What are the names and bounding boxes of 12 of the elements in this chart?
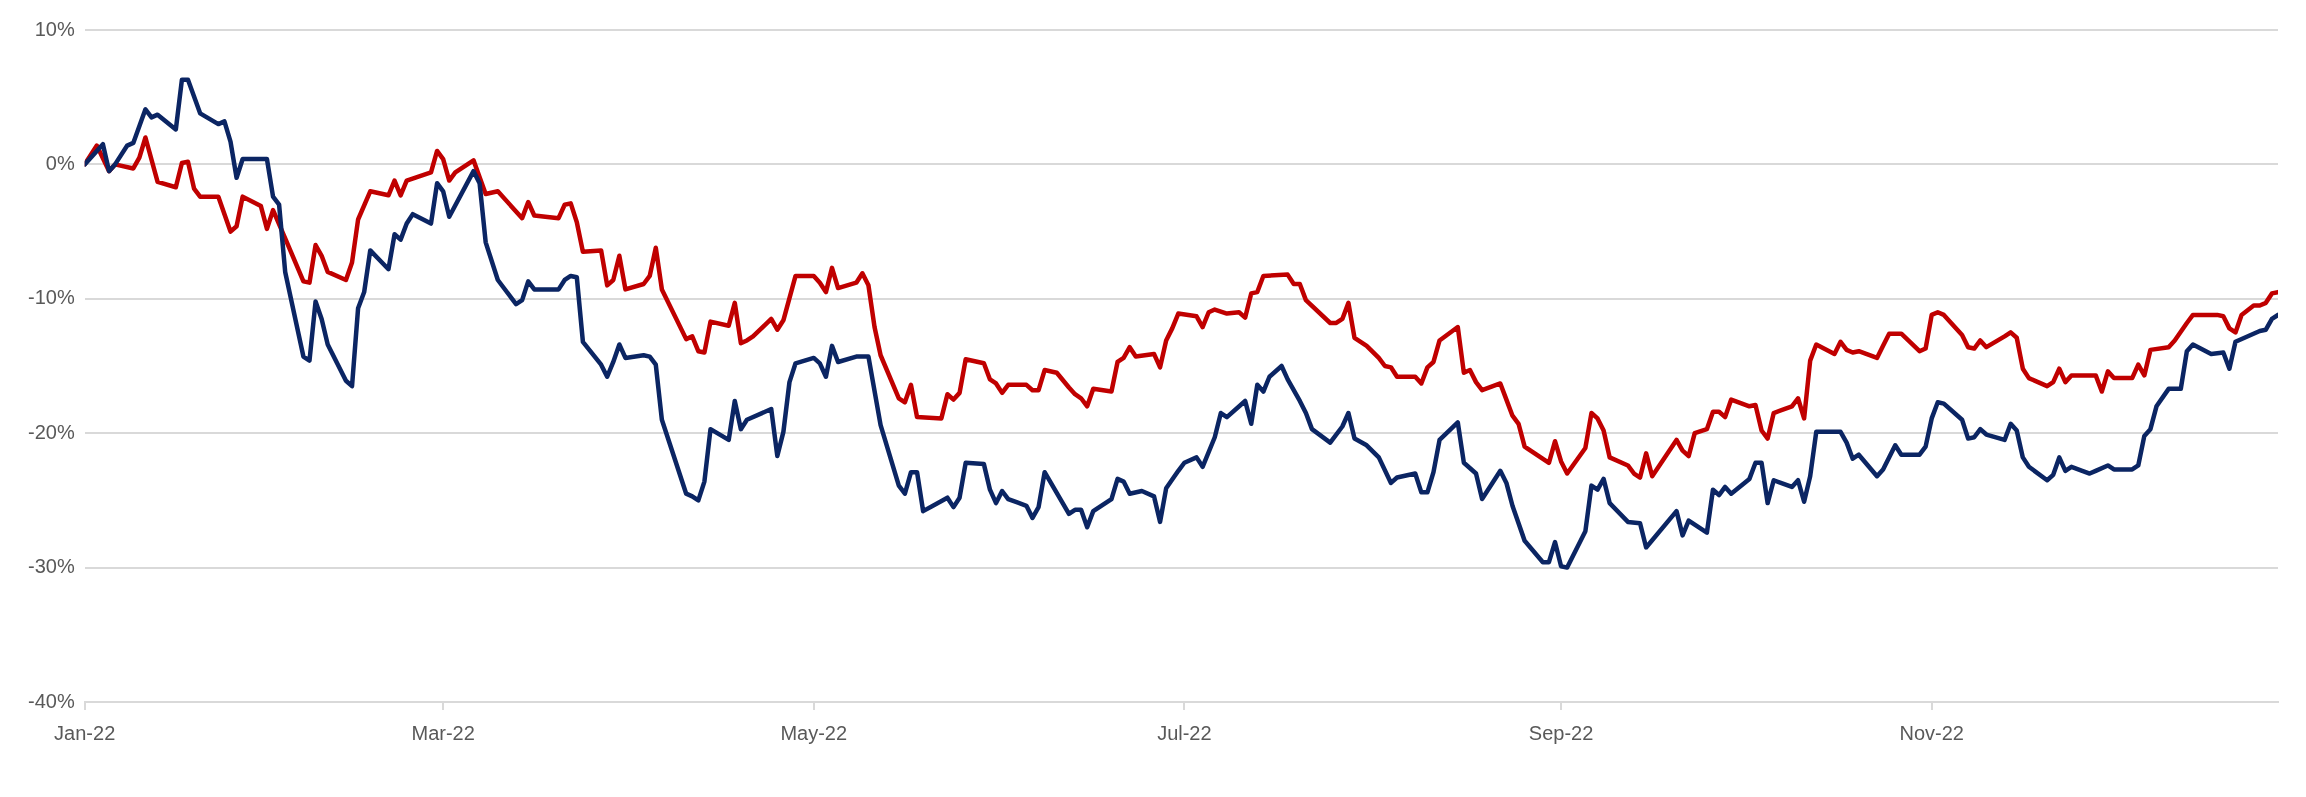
x-tick-label: Jan-22 xyxy=(54,721,116,744)
y-tick-label: 10% xyxy=(34,17,75,40)
x-tick-label: Jul-22 xyxy=(1157,721,1212,744)
y-tick-label: -10% xyxy=(27,286,75,309)
x-tick-label: Mar-22 xyxy=(411,721,475,744)
y-tick-label: -20% xyxy=(27,420,75,443)
y-tick-label: -40% xyxy=(27,689,75,712)
x-tick-label: Nov-22 xyxy=(1899,721,1964,744)
y-tick-label: 0% xyxy=(45,151,75,174)
x-tick-label: Sep-22 xyxy=(1528,721,1594,744)
y-tick-label: -30% xyxy=(27,555,75,578)
x-tick-label: May-22 xyxy=(780,721,848,744)
